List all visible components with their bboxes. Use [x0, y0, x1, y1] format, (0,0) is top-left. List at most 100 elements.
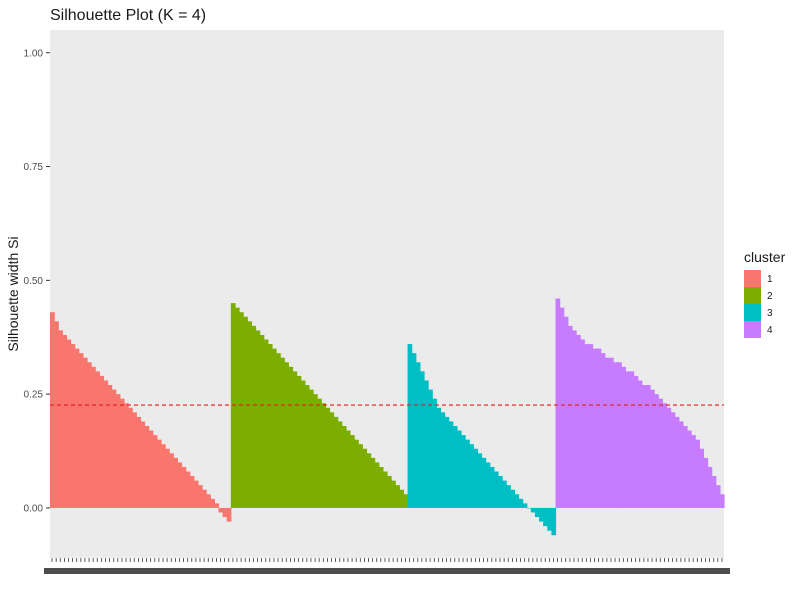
bar-cluster-3-15	[465, 439, 470, 508]
bar-cluster-4-23	[645, 385, 651, 508]
bar-cluster-2-9	[263, 339, 269, 508]
bar-cluster-3-13	[456, 430, 462, 508]
bar-cluster-4-22	[641, 385, 647, 508]
bar-cluster-1-25	[148, 430, 154, 508]
bar-cluster-1-28	[160, 444, 166, 508]
x-axis	[44, 558, 730, 574]
bar-cluster-3-20	[485, 462, 491, 508]
legend: cluster 1 2 3 4	[744, 249, 786, 338]
bar-cluster-4-10	[592, 348, 598, 508]
bar-cluster-3-5	[423, 380, 429, 508]
bar-cluster-4-12	[600, 353, 606, 508]
bar-cluster-4-17	[621, 366, 626, 508]
bar-cluster-3-6	[428, 389, 433, 508]
bar-cluster-4-16	[617, 362, 622, 508]
bar-cluster-2-42	[399, 489, 405, 508]
bar-cluster-1-32	[177, 462, 183, 508]
bar-cluster-2-18	[300, 380, 306, 508]
legend-key-2	[744, 287, 761, 304]
bar-cluster-2-8	[259, 334, 265, 508]
bar-cluster-3-14	[460, 435, 466, 508]
bar-cluster-3-16	[469, 444, 474, 508]
bar-cluster-2-26	[333, 416, 339, 508]
bar-cluster-4-5	[571, 330, 577, 508]
bar-cluster-2-15	[288, 366, 294, 508]
bar-cluster-4-41	[719, 494, 725, 508]
bar-cluster-1-9	[82, 357, 88, 508]
bar-cluster-3-8	[436, 407, 442, 508]
bar-cluster-2-31	[354, 439, 359, 508]
bar-cluster-1-13	[99, 375, 105, 508]
bar-cluster-2-10	[267, 344, 273, 508]
bar-cluster-3-18	[477, 453, 483, 508]
bar-cluster-4-4	[567, 325, 573, 508]
legend-label-1: 1	[767, 274, 773, 285]
bar-cluster-3-7	[432, 398, 437, 508]
bar-cluster-4-2	[559, 307, 565, 508]
bar-cluster-3-22	[493, 471, 499, 508]
bar-cluster-2-24	[325, 407, 331, 508]
bar-cluster-4-8	[584, 344, 589, 508]
bar-cluster-1-42	[218, 507, 224, 513]
bar-cluster-1-21	[132, 412, 137, 508]
bar-cluster-4-31	[678, 421, 684, 508]
bar-cluster-1-23	[140, 421, 146, 508]
bar-cluster-2-11	[271, 348, 277, 508]
bar-cluster-3-31	[530, 507, 536, 513]
bar-cluster-4-21	[637, 380, 643, 508]
bar-cluster-1-29	[165, 448, 170, 508]
legend-key-4	[744, 321, 761, 338]
legend-label-3: 3	[767, 308, 773, 319]
bar-cluster-3-25	[506, 485, 511, 508]
bar-cluster-4-25	[654, 394, 659, 508]
bar-cluster-2-6	[251, 325, 257, 508]
bar-cluster-4-28	[666, 407, 672, 508]
bar-cluster-1-8	[78, 353, 84, 508]
bar-cluster-3-28	[518, 498, 524, 508]
bar-cluster-2-17	[296, 375, 302, 508]
bar-cluster-2-25	[329, 412, 335, 508]
bar-cluster-1-17	[115, 394, 121, 508]
bar-cluster-2-20	[308, 389, 314, 508]
bar-cluster-1-15	[107, 385, 113, 508]
y-axis: 0.00 0.25 0.50 0.75 1.00	[24, 48, 50, 514]
bar-cluster-1-5	[66, 339, 72, 508]
bar-cluster-1-18	[119, 398, 125, 508]
bar-cluster-4-6	[576, 334, 581, 508]
bar-cluster-3-3	[415, 362, 421, 508]
bar-cluster-4-13	[604, 357, 610, 508]
bar-cluster-4-32	[682, 426, 688, 508]
legend-key-3	[744, 304, 761, 321]
bar-cluster-3-21	[489, 466, 495, 508]
bar-cluster-3-26	[510, 489, 515, 508]
bar-cluster-2-36	[374, 462, 380, 508]
bar-cluster-1-3	[58, 330, 63, 508]
bar-cluster-2-43	[403, 494, 409, 508]
bar-cluster-2-21	[313, 394, 318, 508]
bar-cluster-3-4	[419, 371, 425, 508]
y-tick-label: 0.00	[24, 503, 44, 514]
bar-cluster-2-39	[387, 476, 392, 508]
bar-cluster-4-38	[707, 466, 713, 508]
bar-cluster-4-15	[613, 362, 618, 508]
bar-cluster-2-14	[284, 362, 289, 508]
bar-cluster-2-30	[350, 435, 355, 508]
bar-cluster-2-13	[280, 357, 285, 508]
y-tick-label: 0.75	[24, 162, 44, 173]
bar-cluster-4-27	[662, 403, 668, 508]
bar-cluster-3-24	[502, 480, 507, 508]
bar-cluster-1-10	[86, 362, 92, 508]
bar-cluster-1-30	[169, 453, 174, 508]
bar-cluster-4-7	[580, 339, 585, 508]
bar-cluster-3-12	[452, 426, 458, 508]
bar-cluster-1-35	[189, 476, 195, 508]
bar-cluster-3-33	[539, 507, 544, 522]
bar-cluster-3-27	[514, 494, 520, 508]
bar-cluster-1-44	[226, 507, 232, 522]
bar-cluster-2-5	[247, 321, 252, 508]
bar-cluster-3-35	[547, 507, 552, 531]
bar-cluster-1-41	[214, 503, 220, 508]
bar-cluster-4-9	[588, 344, 594, 508]
bar-cluster-3-32	[534, 507, 540, 518]
bar-cluster-3-10	[444, 416, 450, 508]
